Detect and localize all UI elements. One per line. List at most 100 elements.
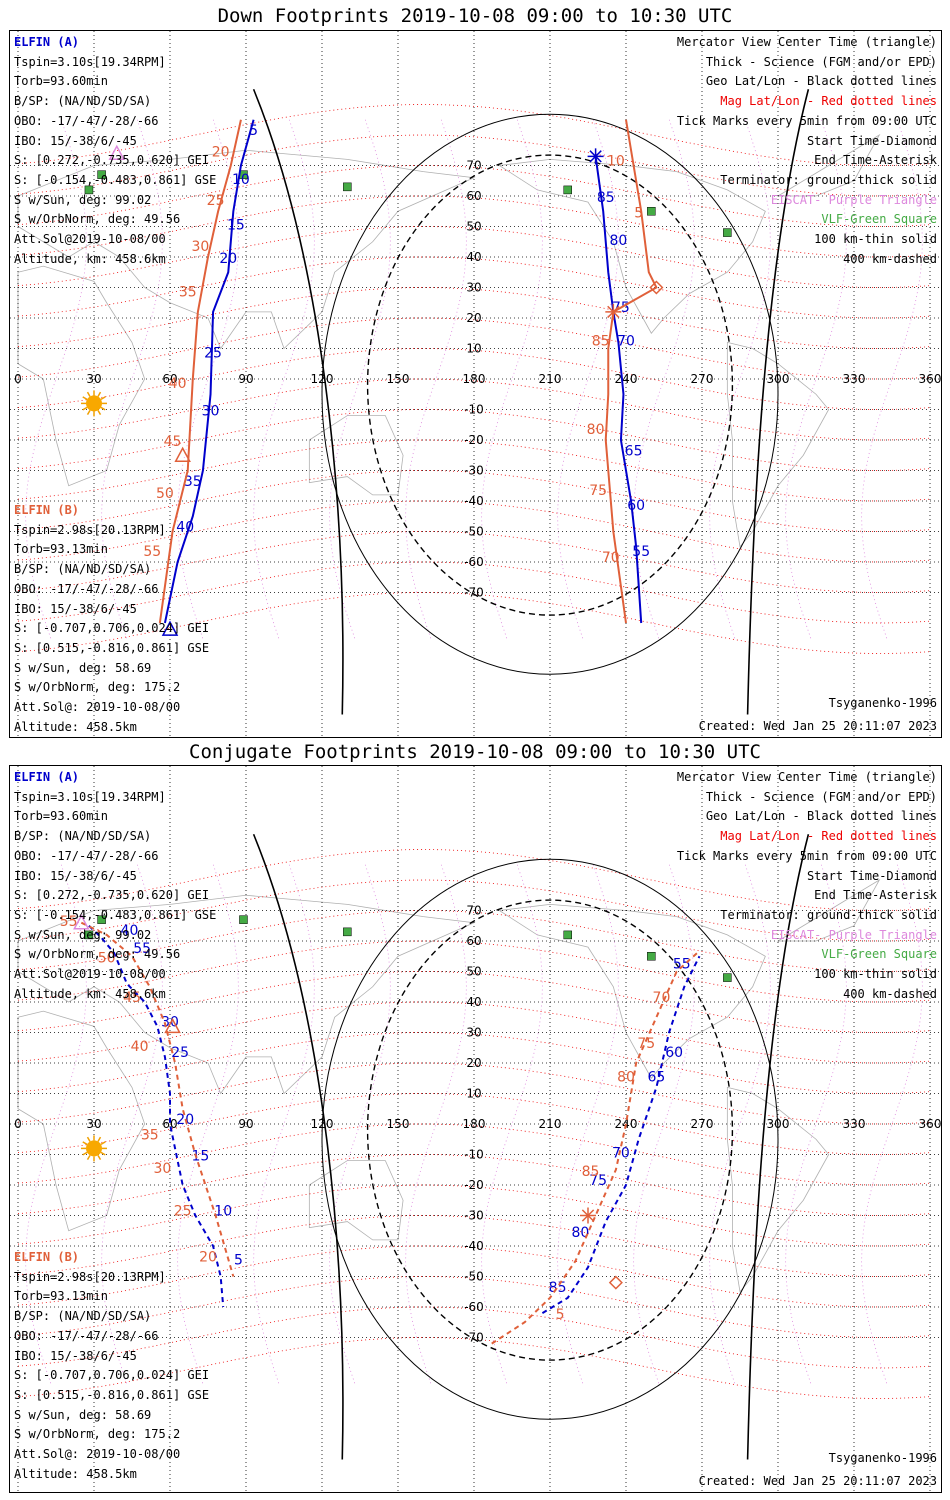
elfin-a-track-line [541,955,701,1314]
info-line: Altitude, km: 458.6km [14,251,166,266]
mag-parallel [17,879,931,942]
lon-tick-label: 330 [843,1117,866,1131]
vlf-station-marker [239,915,248,924]
vlf-station-marker [647,207,656,216]
info-line: IBO: 15/-38/6/-45 [14,868,137,883]
track-tick-label: 35 [141,1127,159,1143]
elfin-b-track: 55 50 45 40 35 30 25 20 [60,914,235,1277]
track-tick-label: 5 [634,205,643,221]
info-line: S w/OrbNorm, deg: 49.56 [14,212,181,227]
track-tick-label: 70 [617,333,635,349]
legend-item: Geo Lat/Lon - Black dotted lines [705,809,937,824]
lon-tick-label: 330 [843,372,866,386]
track-tick-label: 65 [647,1069,665,1085]
landmass [17,265,146,487]
mag-parallel [17,378,931,441]
elfin-a-info: ELFIN (A) Tspin=3.10s[19.34RPM] Torb=93.60… [14,33,216,269]
track-tick-label: 55 [632,544,650,560]
spacecraft-name: ELFIN (A) [14,770,80,784]
vlf-stations [84,170,732,237]
legend-item: Start Time-Diamond [806,868,937,883]
track-tick-label: 40 [131,1039,149,1055]
start-diamond [608,1275,623,1290]
lat-tick-label: -20 [464,433,484,447]
track-tick-label: 70 [602,550,620,566]
track-tick-label: 50 [98,950,116,966]
track-tick-label: 75 [589,483,607,499]
ground-terminator [746,89,810,715]
track-markers [73,914,623,1290]
legend-item: Mag Lat/Lon - Red dotted lines [720,94,937,109]
landmass [498,158,766,334]
elfin-a-track-line [88,925,225,1308]
track-tick-label: 30 [153,1161,171,1177]
spacecraft-name: ELFIN (B) [14,503,80,517]
lat-tick-label: -10 [464,403,484,417]
info-line: S: [-0.154,-0.483,0.861] GSE [14,907,217,922]
axis-labels: 0 30 60 90 120 150 180 210 240 270 300 330 360706050… [14,904,941,1345]
landmass [308,415,404,496]
elfin-b-info: ELFIN (B) Tspin=2.98s[20.13RPM] Torb=93.13… [14,1248,209,1484]
legend-item: 400 km-dashed [843,986,937,1001]
info-line: Torb=93.13min [14,542,108,557]
map-layer: 0 30 60 90 120 150 180 210 240 270 300 330 360706050… [10,766,941,1492]
track-tick-label: 35 [184,474,202,490]
legend-item: VLF-Green Square [821,947,937,962]
legend-item: Thick - Science (FGM and/or EPD) [705,789,937,804]
lon-tick-label: 120 [311,372,334,386]
lon-tick-label: 60 [162,372,177,386]
sun-ray [97,391,102,397]
created-label: Created: Wed Jan 25 20:11:07 2023 [698,1474,937,1488]
lat-tick-label: 50 [466,220,481,234]
track-tick-label: 55 [60,914,78,930]
track-tick-label: 80 [617,1069,635,1085]
mag-parallel [17,1306,931,1369]
end-asterisk [581,1209,595,1222]
mag-parallel [17,195,931,258]
track-tick-label: 65 [625,443,643,459]
lon-tick-label: 0 [14,372,22,386]
info-line: Torb=93.13min [14,1289,108,1304]
vlf-station-marker [563,930,572,940]
lat-tick-label: 10 [466,342,481,356]
vlf-station-marker [84,930,94,940]
track-tick-label: 45 [123,990,141,1006]
track-tick-label: 15 [227,218,245,234]
mag-parallel [17,1154,931,1216]
lon-tick-label: 30 [86,372,101,386]
lon-tick-label: 150 [387,1117,410,1131]
info-line: Tspin=2.98s[20.13RPM] [14,522,166,537]
sun-icon [81,1135,107,1162]
lon-tick-label: 360 [919,1117,941,1131]
legend-item: Tick Marks every 5min from 09:00 UTC [676,848,937,863]
track-tick-label: 40 [121,923,139,939]
eiscat-triangle [108,144,126,161]
lon-tick-label: 180 [463,1117,486,1131]
track-tick-label: 5 [234,1252,243,1268]
mag-parallel [17,348,931,410]
elfin-b-track-line [80,921,235,1277]
track-tick-label: 30 [202,404,220,420]
lon-tick-label: 30 [86,1117,101,1131]
mag-parallel [17,104,931,166]
legend-item: 100 km-thin solid [814,967,937,982]
mag-parallel [17,910,931,972]
lat-tick-label: 70 [466,904,481,918]
legend-item: Terminator: ground-thick solid [720,907,937,922]
mag-parallel [17,1001,931,1064]
vlf-station-marker [563,185,572,195]
landmass [498,903,766,1079]
lon-tick-label: 210 [539,372,562,386]
map-svg-down: 0 30 60 90 120 150 180 210 240 270 300 330 360 70 60 50… [10,31,941,737]
lat-tick-label: -10 [464,1148,484,1162]
sun-ray [86,409,91,416]
track-tick-label: 55 [673,956,691,972]
legend-item: EISCAT- Purple Triangle [770,192,937,207]
track-tick-label: 80 [609,233,627,249]
elfin-a-info: ELFIN (A) Tspin=3.10s[19.34RPM] Torb=93.60… [14,768,216,1004]
lon-tick-label: 120 [311,1117,334,1131]
mag-parallel [17,287,931,349]
sun-ray [97,1136,102,1142]
